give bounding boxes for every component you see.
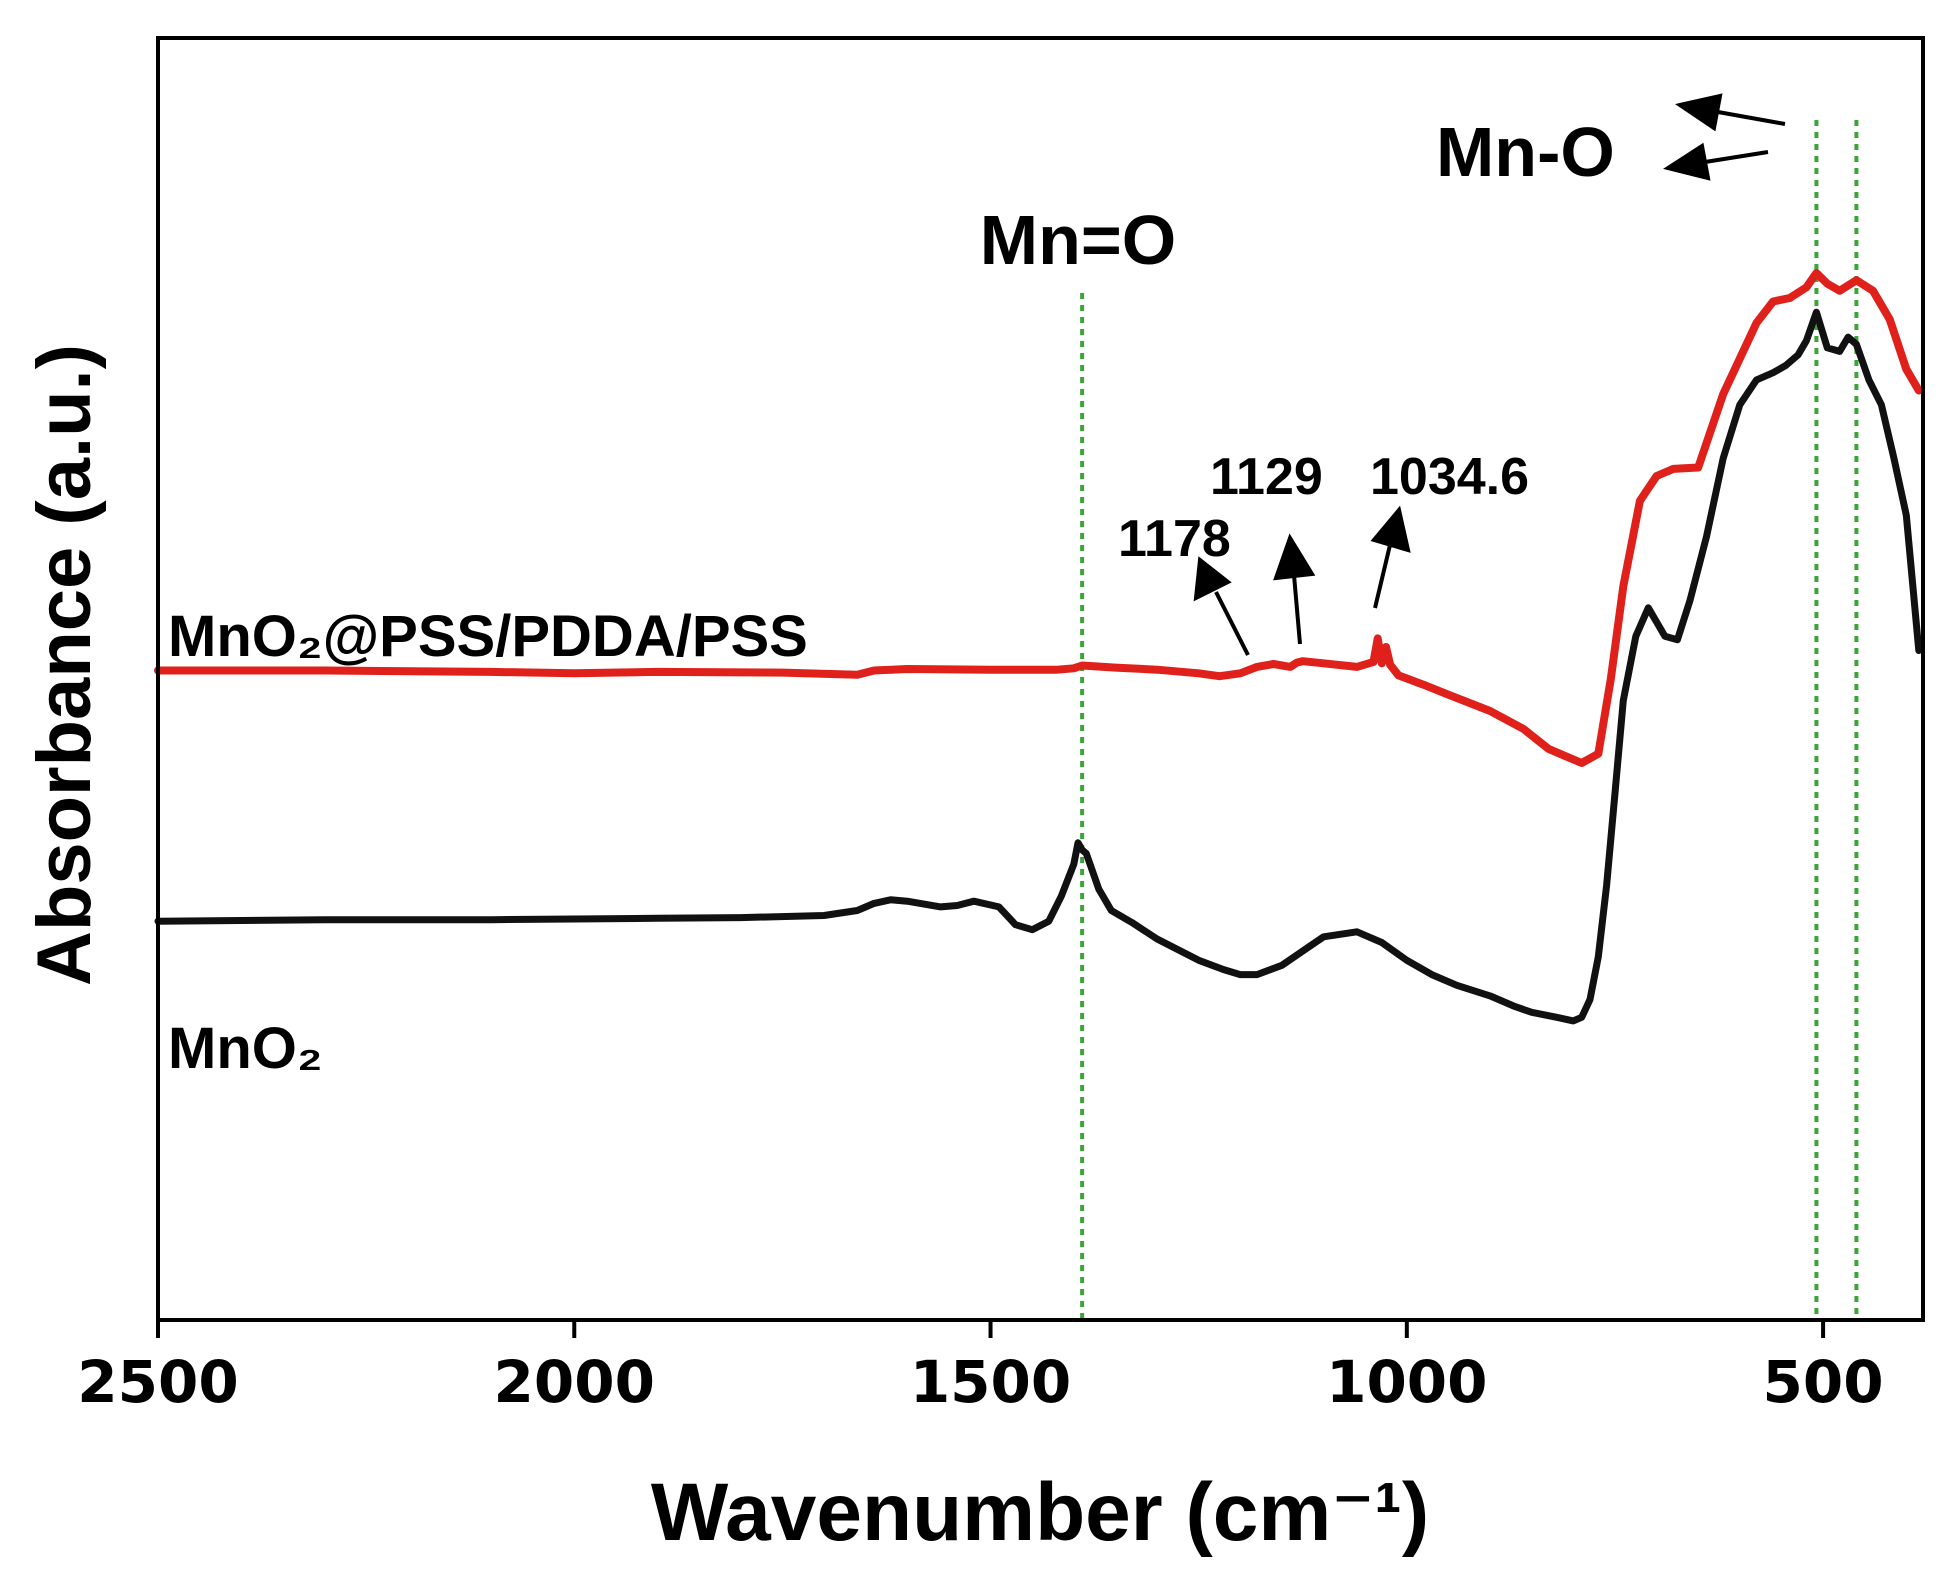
x-tick-label: 500 [1763,1348,1884,1416]
annotation-mn-double-o: Mn=O [980,201,1176,279]
arrow-mn-o-lower [1704,150,1769,164]
arrow-1178-head [1193,556,1232,602]
plot-frame [156,36,1925,1322]
annotation-1129: 1129 [1210,448,1323,506]
x-tick-label: 2500 [77,1348,238,1416]
annotation-arrows [1193,93,1786,656]
series-line-mno2 [154,308,1923,1025]
arrow-1129 [1292,574,1302,645]
arrow-mn-o-lower-head [1663,142,1711,181]
series-label-coated: MnO₂@PSS/PDDA/PSS [168,604,808,669]
reference-lines [1080,120,1859,1320]
arrow-1178 [1214,591,1250,656]
x-tick-label: 1500 [910,1348,1071,1416]
series-line-coated [154,269,1923,767]
annotation-1034: 1034.6 [1370,448,1529,506]
x-tick-label: 1000 [1326,1348,1487,1416]
y-axis-title: Absorbance (a.u.) [22,344,107,986]
x-axis-title: Wavenumber (cm⁻¹) [651,1467,1429,1558]
x-tick-label: 2000 [494,1348,655,1416]
series-label-mno2: MnO₂ [168,1016,323,1081]
annotation-mn-o: Mn-O [1436,113,1615,191]
series-layer [154,269,1923,1025]
arrow-1034-head [1370,505,1411,553]
annotation-1178: 1178 [1118,510,1231,568]
arrow-1034 [1373,544,1392,609]
arrow-1129-head [1273,533,1316,581]
x-axis: 2500 2000 1500 1000 500 [77,1320,1884,1416]
arrow-mn-o-upper [1717,110,1786,126]
arrow-mn-o-upper-head [1675,93,1723,132]
